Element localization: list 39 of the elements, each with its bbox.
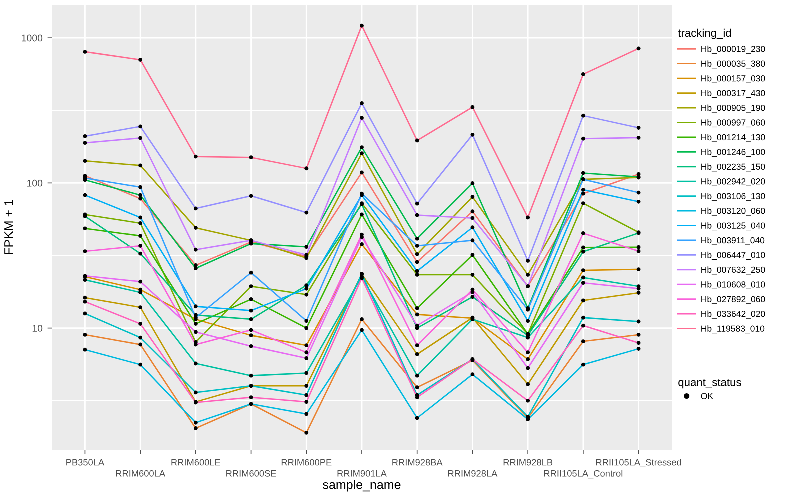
y-tick-label: 10: [32, 325, 43, 332]
legend-label: Hb_000157_030: [702, 75, 766, 84]
legend-label: Hb_000019_230: [702, 46, 766, 54]
x-tick-label: RRII105LA_Control: [544, 470, 623, 479]
y-axis-title: FPKM + 1: [4, 200, 14, 254]
legend-label: Hb_007632_250: [702, 266, 766, 275]
legend-label: Hb_003911_040: [702, 237, 765, 246]
x-tick-label: RRIM928LA: [448, 470, 498, 477]
legend-label: Hb_003106_130: [702, 193, 766, 202]
x-tick-label: PB350LA: [66, 459, 105, 466]
x-tick-label: RRIM600LE: [172, 459, 220, 466]
text: OK: [701, 393, 714, 400]
legend-title: tracking_id: [678, 28, 732, 40]
legend-label: Hb_002235_150: [702, 164, 766, 172]
x-tick-label: RRIM901LA: [338, 470, 387, 477]
legend-label: Hb_001246_100: [702, 148, 766, 157]
x-tick-label: RRIM600PE: [282, 459, 332, 466]
legend-label: Hb_010608_010: [702, 281, 766, 290]
legend-label: Hb_119583_010: [702, 326, 765, 334]
text: quant_status: [678, 379, 742, 389]
x-axis-title: sample_name: [323, 480, 401, 492]
legend-label: Hb_001214_130: [702, 134, 766, 142]
legend-label: Hb_027892_060: [702, 296, 766, 304]
legend-label: Hb_002942_020: [702, 178, 766, 186]
x-tick-label: RRIM928BA: [392, 459, 443, 466]
x-tick-label: RRII105LA_Stressed: [596, 459, 682, 468]
x-tick-label: RRIM600LA: [116, 470, 166, 477]
legend-label: Hb_000035_380: [702, 60, 766, 69]
y-tick-label: 1000: [22, 34, 43, 42]
legend-label: Hb_003125_040: [702, 222, 766, 231]
legend-label: Hb_033642_020: [702, 310, 766, 319]
y-tick-label: 100: [27, 180, 43, 187]
legend-label: Hb_000997_060: [702, 119, 766, 128]
legend-label: Hb_000905_190: [702, 104, 766, 113]
x-tick-label: RRIM600SE: [226, 470, 276, 477]
legend-label: Hb_006447_010: [702, 252, 766, 260]
x-tick-label: RRIM928LB: [504, 459, 553, 466]
legend-label: Hb_003120_060: [702, 208, 766, 216]
legend-label: Hb_000317_430: [702, 90, 766, 98]
